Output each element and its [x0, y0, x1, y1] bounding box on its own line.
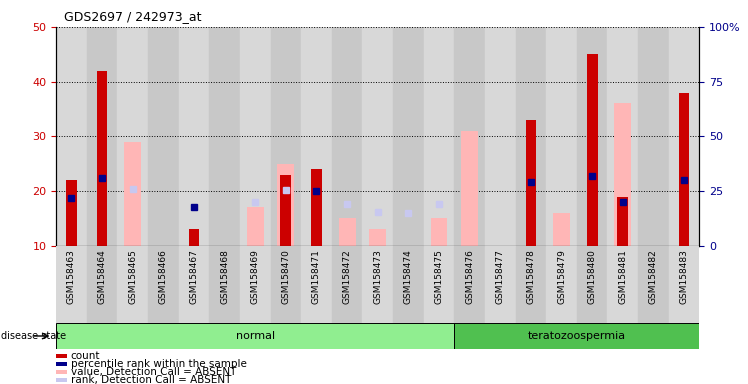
Text: GSM158465: GSM158465 — [128, 250, 137, 305]
Bar — [393, 27, 423, 246]
Bar — [363, 246, 393, 323]
Bar — [209, 246, 240, 323]
Bar — [485, 246, 515, 323]
Bar — [614, 103, 631, 246]
Bar — [577, 27, 607, 246]
Bar — [247, 207, 263, 246]
Text: value, Detection Call = ABSENT: value, Detection Call = ABSENT — [71, 367, 236, 377]
Bar — [431, 218, 447, 246]
Bar — [280, 175, 291, 246]
Text: GSM158477: GSM158477 — [496, 250, 505, 305]
Bar — [485, 27, 515, 246]
Bar — [546, 246, 577, 323]
Bar — [56, 27, 87, 246]
Bar — [423, 246, 454, 323]
Bar — [607, 246, 638, 323]
Bar — [124, 142, 141, 246]
Text: normal: normal — [236, 331, 275, 341]
Text: GSM158479: GSM158479 — [557, 250, 566, 305]
Bar — [271, 27, 301, 246]
Bar — [577, 246, 607, 323]
Bar — [454, 27, 485, 246]
Bar — [56, 378, 67, 382]
Bar — [669, 27, 699, 246]
Bar — [240, 246, 271, 323]
Bar — [301, 246, 332, 323]
Text: teratozoospermia: teratozoospermia — [528, 331, 626, 341]
Bar — [339, 218, 355, 246]
Bar — [515, 27, 546, 246]
Text: GSM158472: GSM158472 — [343, 250, 352, 305]
Bar — [96, 71, 108, 246]
Bar — [638, 246, 669, 323]
Text: GSM158480: GSM158480 — [588, 250, 597, 305]
Bar — [87, 27, 117, 246]
Text: GSM158481: GSM158481 — [619, 250, 628, 305]
Bar — [332, 27, 363, 246]
Bar — [462, 131, 478, 246]
Bar — [526, 120, 536, 246]
Bar — [271, 246, 301, 323]
Bar — [617, 197, 628, 246]
Bar — [148, 246, 179, 323]
Text: GDS2697 / 242973_at: GDS2697 / 242973_at — [64, 10, 201, 23]
Bar — [393, 246, 423, 323]
Bar — [209, 27, 240, 246]
Text: GSM158466: GSM158466 — [159, 250, 168, 305]
Bar — [332, 246, 363, 323]
Text: GSM158463: GSM158463 — [67, 250, 76, 305]
Text: percentile rank within the sample: percentile rank within the sample — [71, 359, 247, 369]
Text: GSM158471: GSM158471 — [312, 250, 321, 305]
Bar — [278, 164, 294, 246]
Bar — [586, 54, 598, 246]
Text: GSM158469: GSM158469 — [251, 250, 260, 305]
Text: count: count — [71, 351, 100, 361]
Bar — [678, 93, 690, 246]
Bar — [301, 27, 332, 246]
Bar — [363, 27, 393, 246]
Text: GSM158483: GSM158483 — [680, 250, 689, 305]
Bar — [56, 323, 454, 349]
Bar — [669, 246, 699, 323]
Text: rank, Detection Call = ABSENT: rank, Detection Call = ABSENT — [71, 375, 231, 384]
Text: GSM158474: GSM158474 — [404, 250, 413, 305]
Bar — [546, 27, 577, 246]
Bar — [148, 27, 179, 246]
Bar — [66, 180, 77, 246]
Text: GSM158464: GSM158464 — [97, 250, 106, 305]
Bar — [179, 246, 209, 323]
Bar — [56, 246, 87, 323]
Bar — [87, 246, 117, 323]
Bar — [179, 27, 209, 246]
Bar — [311, 169, 322, 246]
Bar — [188, 229, 199, 246]
Bar — [56, 362, 67, 366]
Bar — [454, 323, 699, 349]
Bar — [240, 27, 271, 246]
Text: GSM158478: GSM158478 — [527, 250, 536, 305]
Text: GSM158482: GSM158482 — [649, 250, 658, 305]
Bar — [117, 246, 148, 323]
Bar — [515, 246, 546, 323]
Bar — [638, 27, 669, 246]
Bar — [553, 213, 570, 246]
Text: GSM158473: GSM158473 — [373, 250, 382, 305]
Text: GSM158467: GSM158467 — [189, 250, 198, 305]
Bar — [454, 246, 485, 323]
Text: GSM158468: GSM158468 — [220, 250, 229, 305]
Bar — [370, 229, 386, 246]
Text: GSM158470: GSM158470 — [281, 250, 290, 305]
Bar — [56, 354, 67, 358]
Bar — [56, 370, 67, 374]
Bar — [423, 27, 454, 246]
Bar — [117, 27, 148, 246]
Text: GSM158475: GSM158475 — [435, 250, 444, 305]
Text: GSM158476: GSM158476 — [465, 250, 474, 305]
Bar — [607, 27, 638, 246]
Text: disease state: disease state — [1, 331, 66, 341]
